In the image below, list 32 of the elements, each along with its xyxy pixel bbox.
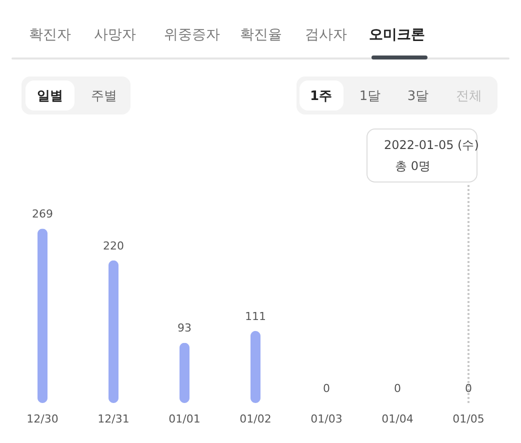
x-tick-label: 01/03 — [310, 412, 342, 426]
text: 2022-01-05 (수) — [384, 138, 479, 152]
text: 사망자 — [94, 27, 136, 43]
data-label: 220 — [103, 239, 124, 252]
text: 총 0명 — [395, 159, 430, 173]
data-label: 93 — [178, 322, 192, 335]
text: 검사자 — [305, 27, 347, 43]
text: 확진자 — [29, 27, 71, 43]
data-label: 0 — [394, 382, 401, 395]
data-label: 0 — [465, 382, 472, 395]
text: 주별 — [91, 89, 117, 104]
text: 3달 — [407, 89, 429, 104]
x-tick-label: 01/02 — [240, 412, 272, 426]
x-tick-label: 01/04 — [382, 412, 414, 426]
text: 위중증자 — [164, 27, 220, 43]
text: 일별 — [37, 89, 63, 104]
data-label: 269 — [32, 208, 53, 221]
text: 확진율 — [240, 27, 282, 43]
text: 전체 — [456, 89, 482, 104]
data-label: 0 — [323, 382, 330, 395]
bar — [180, 342, 190, 403]
data-label: 111 — [245, 310, 266, 324]
x-tick-label: 01/05 — [452, 412, 484, 426]
bar — [38, 228, 48, 403]
x-tick-label: 01/01 — [168, 412, 200, 426]
bar — [250, 331, 260, 403]
x-tick-label: 12/31 — [98, 412, 130, 426]
bar — [108, 260, 118, 403]
text: 1주 — [310, 89, 332, 104]
text: 1달 — [359, 89, 381, 104]
text: 오미크론 — [369, 27, 425, 43]
x-tick-label: 12/30 — [26, 412, 58, 426]
